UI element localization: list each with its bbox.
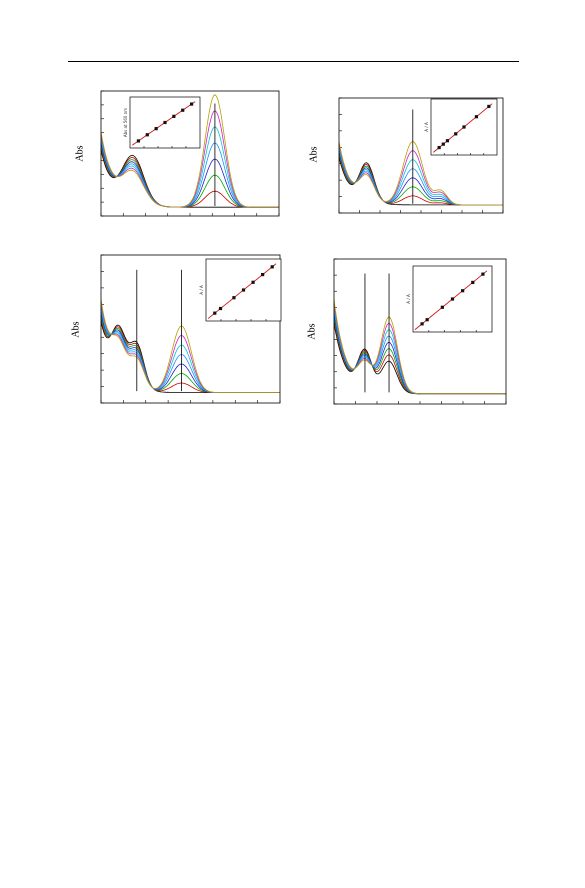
inset-y-label: A / A xyxy=(424,122,429,132)
spectra-chart: A / A xyxy=(100,254,282,404)
spectrum-curve xyxy=(100,321,280,393)
inset-data-point xyxy=(462,125,466,129)
spectrum-curve xyxy=(338,157,503,206)
inset-data-point xyxy=(181,108,185,112)
inset-data-point xyxy=(445,139,450,143)
spectrum-curve xyxy=(100,150,279,208)
spectrum-curve xyxy=(100,142,279,208)
y-axis-label: Abs xyxy=(306,323,318,340)
inset-data-point xyxy=(425,318,429,322)
plot-frame xyxy=(333,258,507,405)
plot-frame xyxy=(100,254,281,404)
inset-data-point xyxy=(420,322,424,326)
inset-data-point xyxy=(481,272,485,276)
chart-panel-bottom-left: Abs A / A xyxy=(70,252,286,407)
spectra-chart: A / A xyxy=(338,97,504,214)
inset-data-point xyxy=(487,104,491,109)
spectrum-curve xyxy=(100,145,279,208)
spectra-chart: Abs at 560 nm xyxy=(100,90,280,217)
inset-data-point xyxy=(461,289,465,293)
header-rule xyxy=(68,61,519,62)
y-axis-label: Abs xyxy=(308,146,320,163)
spectrum-curve xyxy=(100,147,279,208)
inset-data-point xyxy=(474,115,479,119)
inset-data-point xyxy=(136,139,141,143)
inset-data-point xyxy=(241,288,246,292)
inset-data-point xyxy=(441,142,445,146)
inset-data-point xyxy=(471,280,475,285)
inset-data-point xyxy=(163,120,167,125)
spectrum-curve xyxy=(100,94,279,208)
inset-data-point xyxy=(261,272,265,277)
inset-y-label: A / A xyxy=(199,285,204,295)
spectrum-curve xyxy=(333,299,506,395)
inset-data-point xyxy=(213,311,217,315)
chart-panel-top-right: Abs A / A xyxy=(308,93,508,218)
plot-frame xyxy=(338,97,504,214)
chart-panel-top-left: Abs Abs at 560 nm xyxy=(74,88,284,223)
inset-data-point xyxy=(251,280,255,284)
spectrum-curve xyxy=(338,148,503,206)
inset-data-point xyxy=(454,132,458,136)
y-axis-label: Abs xyxy=(74,145,86,162)
inset-data-point xyxy=(189,102,194,106)
inset-data-point xyxy=(270,265,274,269)
inset-y-label: Abs at 560 nm xyxy=(123,108,128,137)
inset-data-point xyxy=(440,305,444,309)
spectrum-curve xyxy=(338,141,503,206)
inset-data-point xyxy=(172,114,176,118)
spectrum-curve xyxy=(100,139,279,208)
inset-data-point xyxy=(437,145,441,150)
plot-frame xyxy=(100,90,280,217)
inset-data-point xyxy=(154,127,158,131)
inset-data-point xyxy=(450,297,455,301)
chart-panel-bottom-right: Abs A / A xyxy=(306,256,510,406)
spectra-chart: A / A xyxy=(333,258,507,405)
y-axis-label: Abs xyxy=(70,321,82,338)
inset-data-point xyxy=(145,133,149,137)
inset-data-point xyxy=(232,296,236,300)
inset-y-label: A / A xyxy=(406,294,411,304)
inset-data-point xyxy=(218,306,223,311)
spectrum-curve xyxy=(100,299,280,393)
